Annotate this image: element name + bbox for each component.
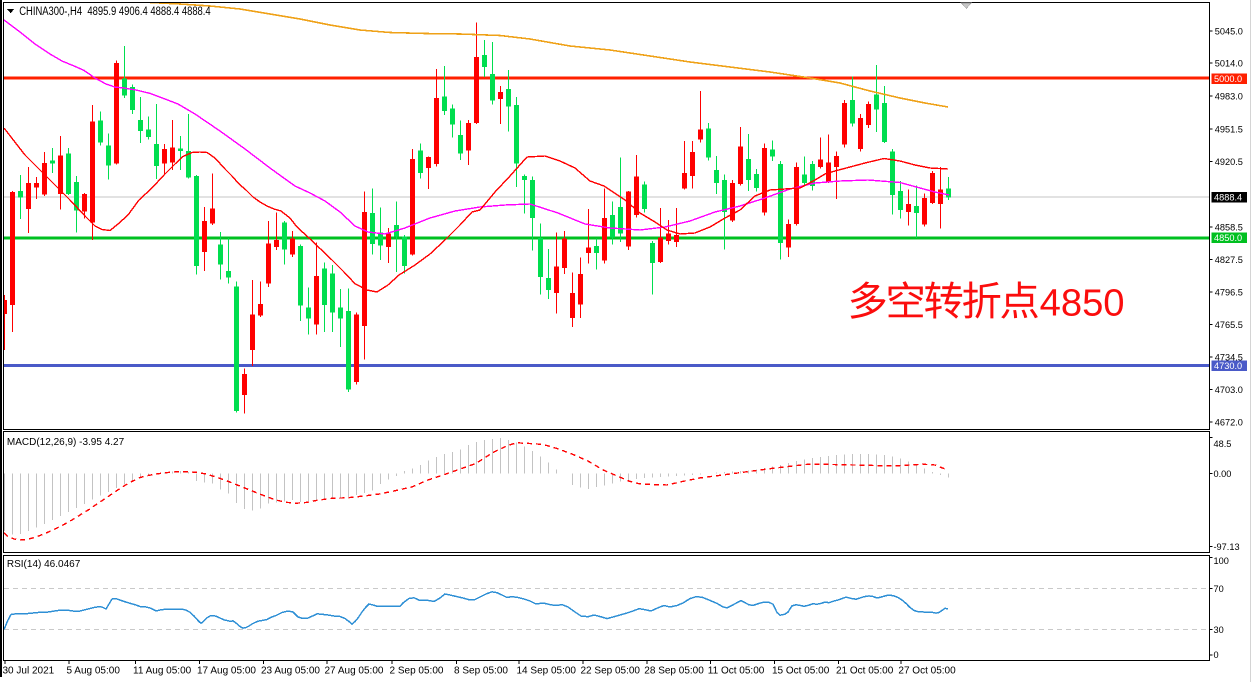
svg-text:30: 30 <box>1214 625 1224 635</box>
svg-text:21 Oct 05:00: 21 Oct 05:00 <box>836 665 894 676</box>
svg-text:2 Sep 05:00: 2 Sep 05:00 <box>390 665 444 676</box>
svg-text:4827.5: 4827.5 <box>1215 255 1243 265</box>
svg-text:5000.0: 5000.0 <box>1214 74 1242 84</box>
svg-text:4703.0: 4703.0 <box>1215 385 1243 395</box>
svg-text:22 Sep 05:00: 22 Sep 05:00 <box>581 665 641 676</box>
svg-text:0.00: 0.00 <box>1214 469 1232 479</box>
svg-text:4850: 4850 <box>1040 281 1125 324</box>
svg-text:MACD(12,26,9) -3.95 4.27: MACD(12,26,9) -3.95 4.27 <box>7 437 125 448</box>
svg-text:4920.5: 4920.5 <box>1215 157 1243 167</box>
svg-text:27 Oct 05:00: 27 Oct 05:00 <box>898 665 956 676</box>
svg-text:70: 70 <box>1214 584 1224 594</box>
svg-text:5045.0: 5045.0 <box>1215 26 1243 36</box>
svg-text:5 Aug 05:00: 5 Aug 05:00 <box>67 665 121 676</box>
svg-text:11 Oct 05:00: 11 Oct 05:00 <box>708 665 765 676</box>
svg-text:4734.5: 4734.5 <box>1215 352 1243 362</box>
svg-text:0: 0 <box>1214 650 1219 660</box>
svg-text:15 Oct 05:00: 15 Oct 05:00 <box>772 665 830 676</box>
svg-text:4983.0: 4983.0 <box>1215 91 1243 101</box>
svg-text:4951.5: 4951.5 <box>1215 124 1243 134</box>
svg-text:100: 100 <box>1214 556 1229 566</box>
svg-text:28 Sep 05:00: 28 Sep 05:00 <box>644 665 704 676</box>
svg-text:4796.5: 4796.5 <box>1215 287 1243 297</box>
svg-text:4765.5: 4765.5 <box>1215 320 1243 330</box>
svg-text:-97.13: -97.13 <box>1214 542 1240 552</box>
svg-text:5014.0: 5014.0 <box>1215 58 1243 68</box>
svg-text:4850.0: 4850.0 <box>1214 233 1242 243</box>
svg-text:4888.4: 4888.4 <box>1214 192 1242 202</box>
svg-text:4858.5: 4858.5 <box>1215 222 1243 232</box>
svg-text:8 Sep 05:00: 8 Sep 05:00 <box>454 665 508 676</box>
svg-text:RSI(14) 46.0467: RSI(14) 46.0467 <box>7 559 81 570</box>
svg-text:4730.0: 4730.0 <box>1214 361 1242 371</box>
svg-text:23 Aug 05:00: 23 Aug 05:00 <box>261 665 320 676</box>
svg-text:17 Aug 05:00: 17 Aug 05:00 <box>197 665 256 676</box>
svg-text:30 Jul 2021: 30 Jul 2021 <box>3 665 55 676</box>
svg-text:11 Aug 05:00: 11 Aug 05:00 <box>133 665 192 676</box>
svg-text:CHINA300-,H4 4895.9 4906.4 48: CHINA300-,H4 4895.9 4906.4 4888.4 4888.4 <box>19 6 211 18</box>
svg-text:4672.0: 4672.0 <box>1215 417 1243 427</box>
svg-text:27 Aug 05:00: 27 Aug 05:00 <box>325 665 384 676</box>
svg-text:14 Sep 05:00: 14 Sep 05:00 <box>517 665 577 676</box>
svg-text:48.5: 48.5 <box>1214 439 1232 449</box>
